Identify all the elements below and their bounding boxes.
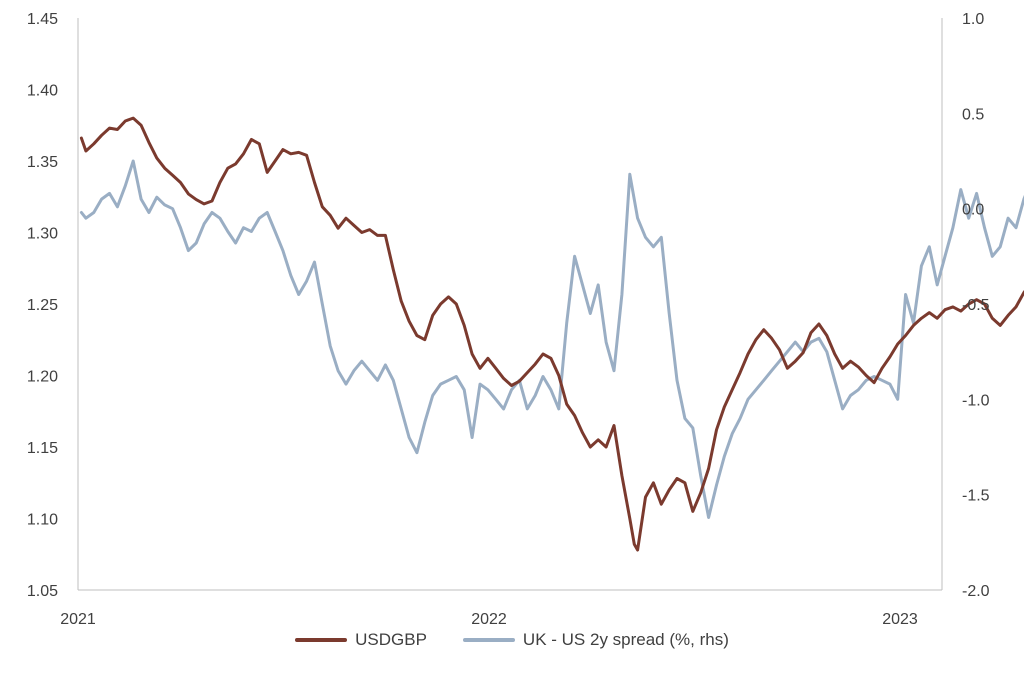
right-tick-label: 1.0 — [962, 11, 984, 28]
legend-item-spread: UK - US 2y spread (%, rhs) — [462, 630, 729, 650]
legend: USDGBP UK - US 2y spread (%, rhs) — [0, 630, 1024, 650]
left-tick-label: 1.05 — [27, 583, 58, 600]
left-tick-label: 1.40 — [27, 83, 58, 100]
series-layer — [79, 116, 1024, 552]
left-tick-label: 1.35 — [27, 154, 58, 171]
chart-axes — [77, 18, 943, 591]
legend-item-usdgbp: USDGBP — [295, 630, 427, 650]
legend-swatch-spread — [462, 638, 515, 642]
right-tick-label: -0.5 — [962, 297, 990, 314]
legend-label-usdgbp: USDGBP — [355, 630, 427, 649]
left-tick-label: 1.25 — [27, 297, 58, 314]
legend-swatch-usdgbp — [295, 638, 348, 642]
x-tick-label: 2022 — [471, 611, 507, 628]
right-tick-label: 0.5 — [962, 106, 984, 123]
right-tick-label: -1.5 — [962, 488, 990, 505]
right-tick-label: -1.0 — [962, 392, 990, 409]
right-tick-label: -2.0 — [962, 583, 990, 600]
left-tick-label: 1.30 — [27, 226, 58, 243]
left-tick-label: 1.15 — [27, 440, 58, 457]
series-line-spread — [79, 159, 1024, 519]
legend-label-spread: UK - US 2y spread (%, rhs) — [522, 630, 729, 649]
x-tick-label: 2023 — [882, 611, 918, 628]
right-tick-label: 0.0 — [962, 202, 984, 219]
left-tick-label: 1.45 — [27, 11, 58, 28]
left-tick-label: 1.20 — [27, 369, 58, 386]
ticks-layer: 1.45 1.40 1.35 1.30 1.25 1.20 1.15 1.10 1.05 1.0 0… — [27, 11, 990, 628]
series-line-usdgbp — [79, 116, 1024, 552]
x-tick-label: 2021 — [60, 611, 96, 628]
left-tick-label: 1.10 — [27, 512, 58, 529]
